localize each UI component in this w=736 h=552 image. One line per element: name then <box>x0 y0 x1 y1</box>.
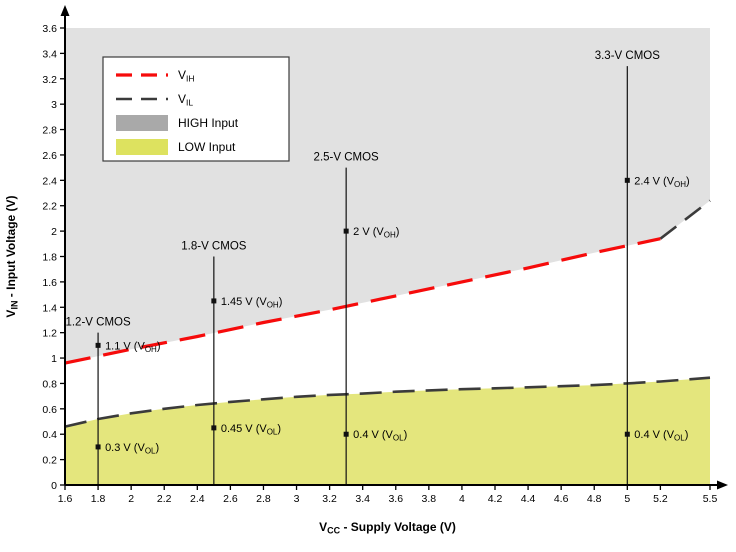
y-axis-arrow-icon <box>60 5 70 16</box>
y-tick-label: 2.2 <box>42 201 57 213</box>
y-tick-label: 0.4 <box>42 429 57 441</box>
y-tick-label: 3.6 <box>42 23 57 35</box>
marker-square <box>343 228 349 234</box>
marker-square <box>95 444 101 450</box>
x-tick-label: 4.2 <box>488 493 503 505</box>
x-tick-label: 3.4 <box>355 493 370 505</box>
y-tick-label: 0.6 <box>42 404 57 416</box>
x-tick-label: 2.4 <box>190 493 205 505</box>
x-tick-label: 3.6 <box>388 493 403 505</box>
x-tick-label: 2 <box>128 493 134 505</box>
marker-label: 0.45 V (VOL) <box>221 423 281 437</box>
x-tick-label: 3.8 <box>422 493 437 505</box>
cmos-label: 1.2-V CMOS <box>65 317 131 329</box>
x-tick-label: 4.4 <box>521 493 536 505</box>
y-tick-label: 0 <box>51 480 57 492</box>
x-tick-label: 4 <box>459 493 465 505</box>
marker-square <box>624 177 630 183</box>
x-tick-label: 2.2 <box>157 493 172 505</box>
y-axis-title: VIN - Input Voltage (V) <box>4 195 20 317</box>
x-tick-label: 5.5 <box>703 493 718 505</box>
marker-square <box>211 298 217 304</box>
y-tick-label: 1.2 <box>42 328 57 340</box>
x-tick-label: 5.2 <box>653 493 668 505</box>
legend-entry-label: HIGH Input <box>178 116 239 130</box>
y-tick-label: 1.8 <box>42 252 57 264</box>
x-tick-label: 1.6 <box>58 493 73 505</box>
y-tick-label: 1.6 <box>42 277 57 289</box>
vih-line <box>64 237 661 365</box>
y-tick-label: 2.8 <box>42 125 57 137</box>
marker-square <box>624 431 630 437</box>
x-tick-label: 1.8 <box>91 493 106 505</box>
y-tick-label: 2 <box>51 226 57 238</box>
legend-fill-swatch <box>116 139 168 155</box>
cmos-label: 2.5-V CMOS <box>314 152 380 164</box>
x-tick-label: 5 <box>624 493 630 505</box>
y-tick-label: 1 <box>51 353 57 365</box>
y-tick-label: 0.8 <box>42 378 57 390</box>
marker-square <box>343 431 349 437</box>
x-tick-label: 3.2 <box>322 493 337 505</box>
x-tick-label: 4.8 <box>587 493 602 505</box>
x-tick-label: 4.6 <box>554 493 569 505</box>
legend-entry-label: LOW Input <box>178 140 236 154</box>
y-tick-label: 3 <box>51 99 57 111</box>
y-tick-label: 0.2 <box>42 455 57 467</box>
high-boundary-extension-line <box>659 199 711 240</box>
x-tick-label: 3 <box>294 493 300 505</box>
x-tick-label: 2.8 <box>256 493 271 505</box>
y-tick-label: 2.6 <box>42 150 57 162</box>
y-tick-label: 2.4 <box>42 175 57 187</box>
y-axis-ticks: 0 0.2 0.4 0.6 0.8 1 1.2 1.4 1.6 1.8 2 2.2 2.4 2.6 2.8 3… <box>42 23 65 492</box>
cmos-label: 3.3-V CMOS <box>595 50 661 62</box>
axes <box>60 5 728 490</box>
marker-square <box>211 425 217 431</box>
low-input-region <box>65 377 710 485</box>
y-tick-label: 3.4 <box>42 48 57 60</box>
marker-square <box>95 342 101 348</box>
legend-fill-swatch <box>116 115 168 131</box>
x-axis-title: VCC - Supply Voltage (V) <box>319 520 456 536</box>
x-axis-ticks: 1.6 1.8 2 2.2 2.4 2.6 2.8 3 3.2 3.4 3.6 3.8 4 4.2 4.4 4… <box>58 485 718 505</box>
vil-line <box>64 376 711 428</box>
y-tick-label: 1.4 <box>42 302 57 314</box>
cmos-label: 1.8-V CMOS <box>181 241 247 253</box>
x-axis-arrow-icon <box>717 480 728 490</box>
x-tick-label: 2.6 <box>223 493 238 505</box>
y-tick-label: 3.2 <box>42 74 57 86</box>
